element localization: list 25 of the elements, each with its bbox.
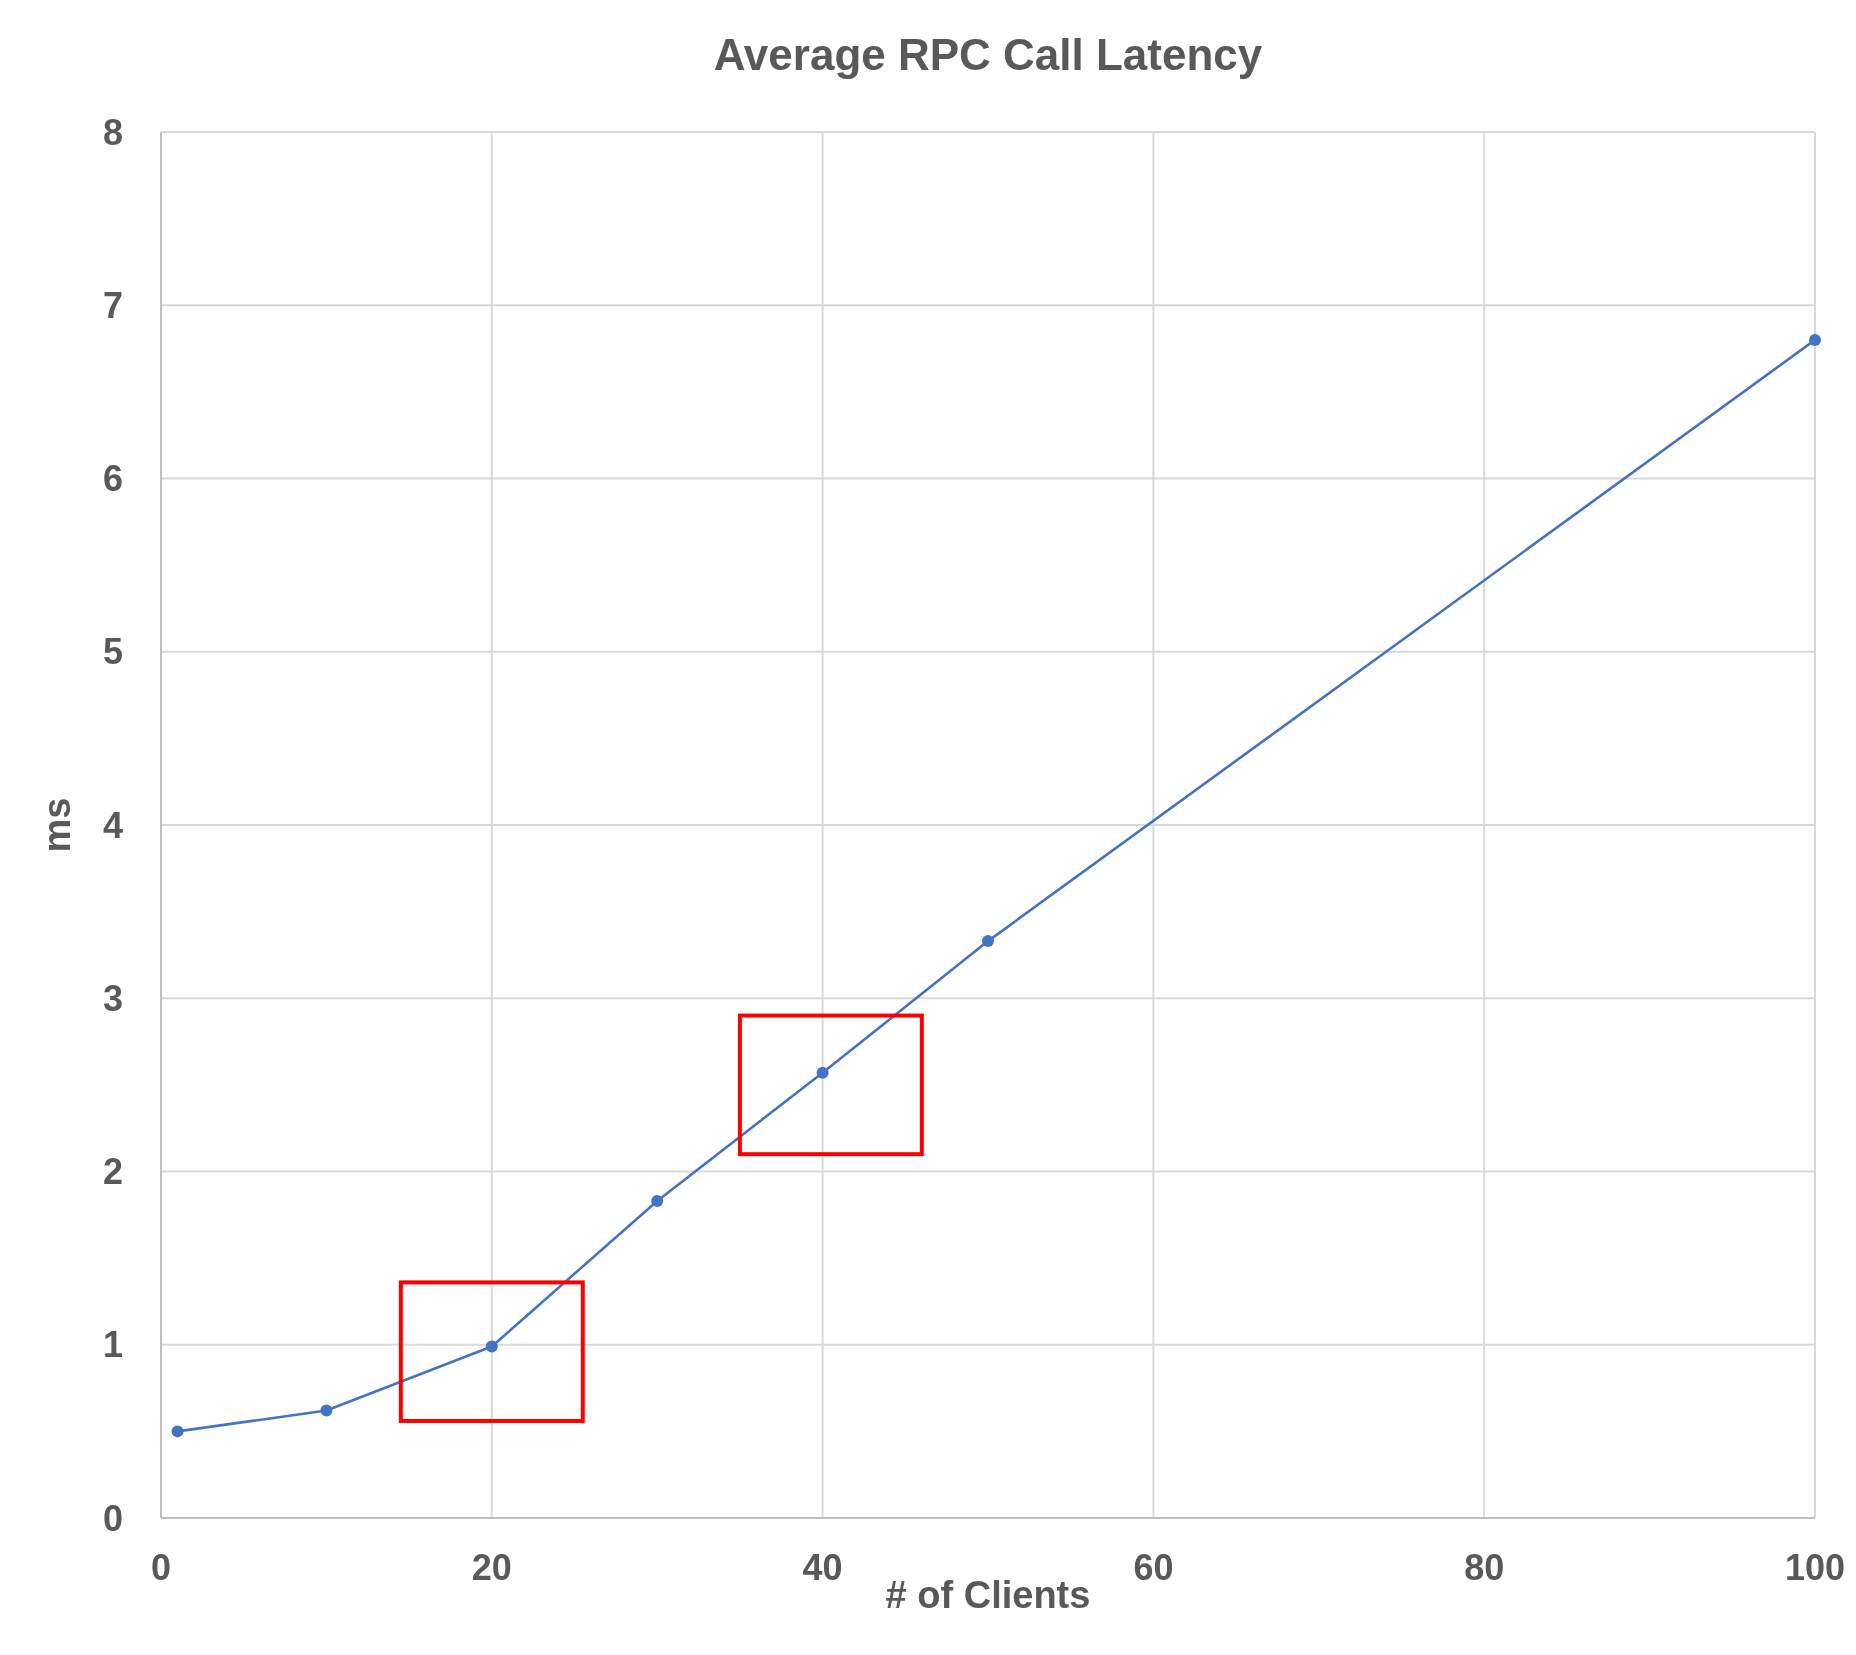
point	[1809, 333, 1821, 346]
x-tick-label: 100	[1784, 1547, 1846, 1588]
y-tick-label: 7	[102, 284, 123, 326]
x-axis-title: # of Clients	[885, 1574, 1091, 1616]
y-tick-label: 3	[102, 977, 123, 1019]
x-tick-label: 40	[802, 1547, 843, 1588]
x-tick-label: 0	[150, 1547, 172, 1588]
y-tick-label: 6	[102, 458, 123, 500]
point	[485, 1340, 498, 1353]
y-axis-title: ms	[36, 797, 78, 853]
y-tick-label: 4	[102, 804, 123, 846]
x-tick-label: 20	[471, 1547, 512, 1588]
y-tick-label: 8	[102, 111, 123, 153]
point	[651, 1194, 664, 1207]
x-tick-label: 80	[1464, 1547, 1505, 1588]
y-tick-label: 1	[102, 1324, 123, 1366]
y-tick-label: 5	[102, 631, 123, 673]
point	[982, 935, 994, 948]
point	[816, 1066, 829, 1079]
y-tick-label: 0	[102, 1497, 123, 1539]
x-tick-label: 60	[1133, 1547, 1174, 1588]
y-tick-label: 2	[102, 1151, 123, 1193]
chart-title: Average RPC Call Latency	[713, 30, 1263, 79]
point	[320, 1404, 333, 1417]
point	[171, 1425, 184, 1438]
